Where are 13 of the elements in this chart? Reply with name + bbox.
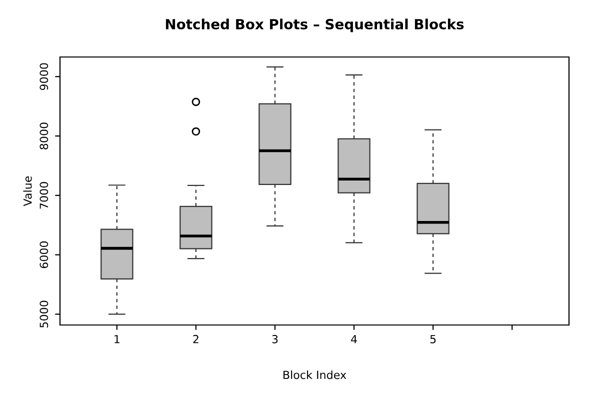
x-axis-title: Block Index [284,370,346,380]
chart-title: Notched Box Plots – Sequential Blocks [166,18,464,32]
y-axis-title: Value [23,176,32,206]
x-tick-label: 1 [114,335,120,344]
y-tick-label: 5000 [40,300,48,328]
x-tick-label: 2 [193,334,198,344]
y-tick-label: 9000 [40,63,48,90]
x-tick-label: 3 [272,334,278,344]
y-tick-label: 8000 [40,122,48,150]
x-tick-label: 5 [430,335,436,344]
y-tick-label: 6000 [40,241,48,268]
x-tick-label: 4 [351,335,357,344]
y-tick-label: 7000 [40,182,48,209]
